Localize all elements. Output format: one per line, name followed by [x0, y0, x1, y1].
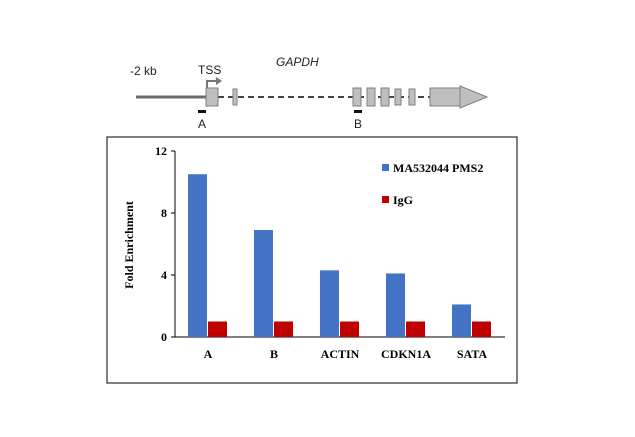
exon-3	[352, 87, 362, 107]
region-a-label: A	[198, 117, 206, 131]
y-tick-label: 12	[155, 144, 167, 158]
x-tick-label: SATA	[457, 347, 488, 361]
y-tick-label: 8	[161, 206, 167, 220]
bars	[188, 174, 491, 337]
legend-label-igg: IgG	[393, 193, 413, 207]
legend-label-pms2: MA532044 PMS2	[393, 161, 483, 175]
y-tick-label: 4	[161, 268, 167, 282]
exon-4	[366, 87, 376, 107]
x-tick-label: ACTIN	[321, 347, 360, 361]
upstream-label: -2 kb	[130, 64, 157, 78]
legend-swatch-igg	[382, 196, 389, 203]
region-a-marker	[198, 110, 206, 113]
region-b-label: B	[354, 117, 362, 131]
tss-label: TSS	[198, 63, 221, 77]
y-axis-ticks: 0 4 8 12	[155, 144, 175, 344]
legend-swatch-pms2	[382, 164, 389, 171]
gene-diagram: -2 kb TSS GAPDH A B	[130, 55, 489, 131]
bar-igg-actin	[340, 321, 359, 337]
exon-2	[232, 88, 238, 106]
exon-5	[380, 87, 390, 107]
y-axis-label: Fold Enrichment	[122, 201, 136, 289]
tss-arrow	[206, 80, 217, 90]
exon-7	[408, 88, 416, 106]
bar-pms2-b	[254, 230, 273, 337]
bar-igg-cdkn1a	[406, 321, 425, 337]
exon-last	[429, 87, 461, 107]
bar-pms2-actin	[320, 270, 339, 337]
legend: MA532044 PMS2 IgG	[382, 161, 483, 207]
x-tick-label: A	[204, 347, 213, 361]
exon-6	[394, 88, 402, 106]
bar-igg-sata	[472, 321, 491, 337]
x-axis-tick-labels: A B ACTIN CDKN1A SATA	[204, 347, 488, 361]
bar-igg-b	[274, 321, 293, 337]
y-tick-label: 0	[161, 330, 167, 344]
bar-pms2-sata	[452, 304, 471, 337]
region-b-marker	[354, 110, 362, 113]
x-tick-label: CDKN1A	[381, 347, 431, 361]
tss-arrowhead-icon	[216, 77, 222, 85]
gene-name: GAPDH	[276, 55, 319, 69]
exon-1	[205, 87, 219, 107]
x-tick-label: B	[270, 347, 278, 361]
bar-igg-a	[208, 321, 227, 337]
bar-pms2-cdkn1a	[386, 273, 405, 337]
bar-pms2-a	[188, 174, 207, 337]
gene-direction-arrow-icon	[459, 85, 489, 109]
